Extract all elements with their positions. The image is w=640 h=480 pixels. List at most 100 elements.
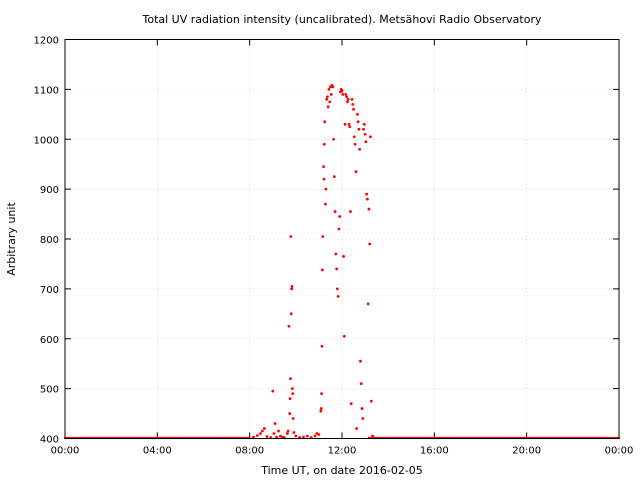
- data-point: [262, 427, 266, 430]
- data-point: [352, 135, 356, 139]
- data-point: [294, 434, 298, 438]
- y-tick-label: 700: [40, 285, 59, 296]
- data-point: [349, 210, 352, 213]
- data-point: [324, 187, 328, 191]
- data-point: [335, 287, 339, 291]
- x-tick-label: 12:00: [328, 446, 357, 457]
- data-point: [260, 429, 264, 433]
- data-point: [286, 429, 290, 433]
- x-tick-label: 20:00: [512, 446, 541, 457]
- data-point: [288, 412, 292, 415]
- data-point: [369, 135, 372, 139]
- data-point: [352, 107, 355, 111]
- data-point: [365, 197, 369, 201]
- data-point: [325, 97, 329, 101]
- data-point: [344, 92, 348, 96]
- data-point: [345, 100, 349, 104]
- data-point: [360, 407, 364, 410]
- data-point: [338, 215, 342, 218]
- data-point: [366, 302, 370, 306]
- data-point: [289, 377, 292, 381]
- chart-title: Total UV radiation intensity (uncalibrat…: [142, 13, 542, 26]
- data-point: [272, 432, 276, 435]
- data-point: [332, 175, 336, 179]
- data-point: [347, 122, 351, 126]
- data-point: [327, 87, 331, 91]
- data-point: [359, 359, 362, 363]
- y-axis-title: Arbitrary unit: [5, 202, 18, 276]
- data-point: [353, 142, 357, 146]
- data-point: [357, 127, 361, 131]
- data-point: [326, 105, 330, 109]
- y-tick-label: 500: [40, 385, 59, 396]
- data-point: [325, 95, 329, 99]
- data-point: [275, 435, 278, 439]
- data-point: [324, 202, 327, 206]
- x-axis-title: Time UT, on date 2016-02-05: [260, 464, 423, 477]
- data-points: [63, 83, 621, 440]
- data-point: [255, 434, 259, 437]
- data-point: [277, 429, 280, 433]
- grid: [65, 39, 619, 439]
- data-point: [322, 142, 326, 146]
- data-point: [356, 120, 360, 124]
- data-point: [358, 147, 362, 151]
- data-point: [287, 324, 291, 328]
- data-point: [321, 235, 325, 238]
- data-point: [317, 433, 321, 436]
- y-tick-label: 900: [40, 185, 59, 196]
- data-point: [334, 252, 338, 256]
- y-tick-label: 800: [40, 235, 59, 246]
- x-tick-label: 00:00: [51, 446, 80, 457]
- data-point: [290, 387, 294, 391]
- data-point: [350, 97, 354, 101]
- data-point: [362, 127, 365, 131]
- data-point: [265, 435, 269, 438]
- data-point: [329, 92, 333, 96]
- data-point: [320, 392, 324, 396]
- data-point: [333, 210, 337, 213]
- data-point: [331, 85, 335, 89]
- data-point: [292, 431, 296, 434]
- data-point: [252, 435, 255, 439]
- y-axis: 400 500 600 700 800 900 1000 1100 1200: [34, 36, 619, 446]
- data-point: [335, 267, 339, 271]
- data-point: [290, 287, 294, 291]
- data-point: [323, 120, 327, 124]
- data-point: [363, 132, 367, 136]
- y-tick-label: 1000: [34, 135, 59, 146]
- data-point: [368, 242, 372, 246]
- data-point: [336, 294, 340, 298]
- data-point: [313, 434, 317, 438]
- data-point: [291, 417, 295, 420]
- data-point: [322, 165, 325, 169]
- data-point: [365, 192, 369, 196]
- data-point: [345, 95, 349, 99]
- data-point: [328, 100, 332, 104]
- data-point: [337, 227, 341, 231]
- data-point: [340, 89, 344, 93]
- data-point: [285, 432, 289, 435]
- data-point: [354, 170, 358, 174]
- data-point: [302, 435, 305, 439]
- data-point: [359, 382, 363, 386]
- data-point: [259, 432, 262, 435]
- data-point: [290, 284, 294, 288]
- data-point: [367, 207, 371, 211]
- data-point: [320, 268, 324, 272]
- data-point: [343, 122, 347, 126]
- data-point: [355, 112, 359, 116]
- x-tick-label: 08:00: [235, 446, 264, 457]
- data-point: [305, 434, 309, 438]
- data-point: [332, 137, 335, 141]
- data-point: [322, 177, 326, 181]
- data-point: [369, 399, 373, 403]
- data-point: [351, 102, 355, 106]
- data-point: [320, 344, 324, 348]
- x-tick-label: 04:00: [143, 446, 172, 457]
- data-point: [371, 434, 375, 438]
- data-point: [273, 422, 277, 425]
- data-point: [342, 255, 345, 258]
- data-point: [341, 92, 345, 96]
